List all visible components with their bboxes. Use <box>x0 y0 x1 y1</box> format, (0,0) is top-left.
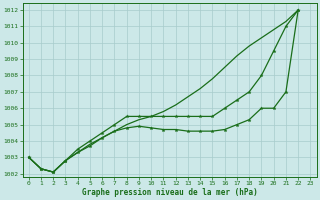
X-axis label: Graphe pression niveau de la mer (hPa): Graphe pression niveau de la mer (hPa) <box>82 188 258 197</box>
